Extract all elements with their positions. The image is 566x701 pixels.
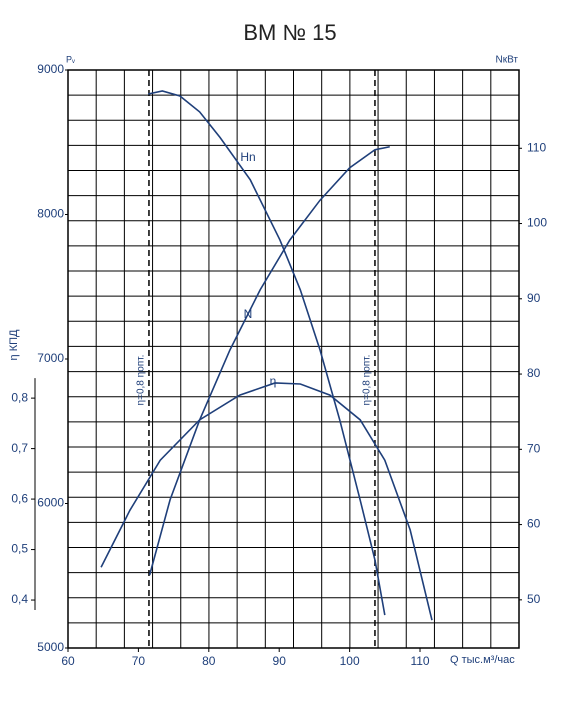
x-tick-label: 60 bbox=[61, 654, 75, 668]
y3-tick-label: 0,8 bbox=[11, 390, 28, 404]
x-tick-label: 100 bbox=[340, 654, 360, 668]
y3-tick-label: 0,4 bbox=[11, 592, 28, 606]
reference-label: η=0,8 ηопт. bbox=[136, 355, 147, 406]
y3-axis-label: η КПД bbox=[8, 329, 20, 360]
curve bbox=[148, 145, 390, 576]
x-tick-label: 90 bbox=[273, 654, 287, 668]
y3-tick-label: 0,5 bbox=[11, 542, 28, 556]
chart-title: ВМ № 15 bbox=[243, 20, 336, 45]
curve bbox=[148, 90, 386, 616]
y-axis-label: Pᵥ bbox=[66, 54, 75, 64]
x-axis-label: Q тыс.м³/час bbox=[450, 654, 515, 666]
y3-tick-label: 0,7 bbox=[11, 441, 28, 455]
y-tick-label: 6000 bbox=[37, 496, 64, 510]
series-label: Hn bbox=[240, 150, 255, 164]
x-tick-label: 70 bbox=[132, 654, 146, 668]
y3-tick-label: 0,6 bbox=[11, 491, 28, 505]
y2-tick-label: 80 bbox=[527, 366, 541, 380]
series-label: η bbox=[270, 374, 277, 388]
x-tick-label: 80 bbox=[202, 654, 216, 668]
y-tick-label: 5000 bbox=[37, 640, 64, 654]
y2-tick-label: 50 bbox=[527, 592, 541, 606]
series-label: N bbox=[244, 307, 253, 321]
reference-label: η=0,8 ηопт. bbox=[362, 355, 373, 406]
y2-tick-label: 70 bbox=[527, 441, 541, 455]
y2-tick-label: 90 bbox=[527, 291, 541, 305]
x-tick-label: 110 bbox=[410, 654, 429, 668]
y2-tick-label: 60 bbox=[527, 517, 541, 531]
y-tick-label: 8000 bbox=[37, 207, 64, 221]
y2-tick-label: 110 bbox=[527, 140, 546, 154]
curve bbox=[100, 382, 433, 621]
y2-tick-label: 100 bbox=[527, 216, 547, 230]
y-tick-label: 9000 bbox=[37, 62, 64, 76]
y2-axis-label: NкВт bbox=[495, 55, 518, 66]
y-tick-label: 7000 bbox=[37, 351, 64, 365]
